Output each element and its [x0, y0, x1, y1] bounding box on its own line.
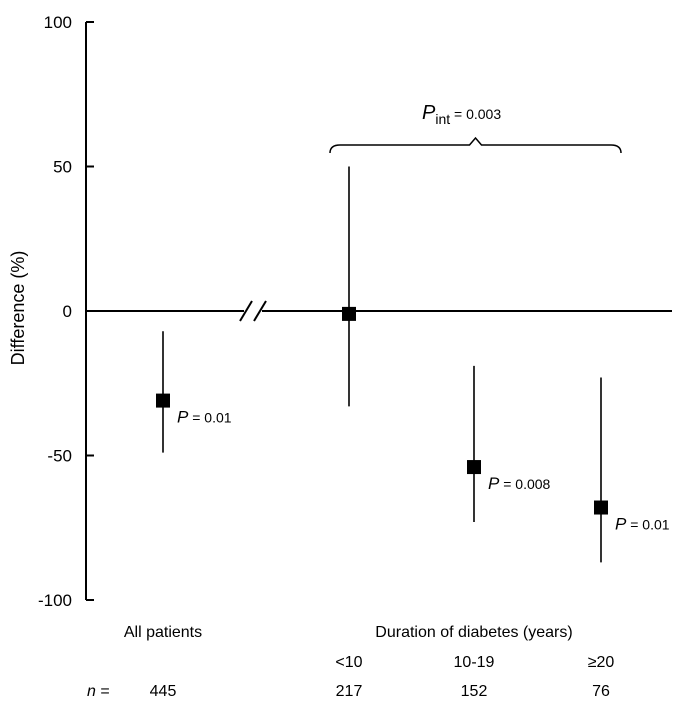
y-axis-label: Difference (%)	[8, 251, 28, 366]
p-value-label: P = 0.01	[615, 515, 670, 534]
interaction-p-text: Pint = 0.003	[422, 102, 501, 127]
axis-break-mark	[239, 300, 253, 322]
category-labels: All patients Duration of diabetes (years)…	[87, 624, 614, 700]
n-value-label: 76	[592, 683, 610, 700]
point-estimate	[467, 460, 481, 475]
interaction-bracket-line	[329, 136, 622, 154]
axes	[85, 22, 672, 600]
group-label: All patients	[124, 624, 202, 641]
data-points: P = 0.01 P = 0.008 P = 0.01	[156, 166, 670, 563]
n-value-label: 152	[461, 683, 488, 700]
point-estimate	[342, 306, 356, 321]
axis-break-mark	[253, 300, 267, 322]
y-tick-label: 100	[44, 13, 72, 32]
category-label: <10	[335, 654, 362, 671]
n-value-label: 445	[150, 683, 177, 700]
y-tick-label: -100	[38, 591, 72, 610]
point-estimate	[156, 393, 170, 408]
n-prefix-label: n =	[87, 683, 110, 700]
p-value-label: P = 0.01	[177, 408, 232, 427]
category-label: ≥20	[588, 654, 615, 671]
category-label: 10-19	[454, 654, 495, 671]
n-value-label: 217	[336, 683, 363, 700]
y-ticks: 100 50 0 -50 -100	[38, 13, 94, 610]
group-label: Duration of diabetes (years)	[375, 624, 572, 641]
p-value-label: P = 0.008	[488, 474, 551, 493]
y-tick-label: 50	[53, 158, 72, 177]
y-tick-label: -50	[47, 447, 72, 466]
point-estimate	[594, 500, 608, 515]
y-tick-label: 0	[63, 302, 72, 321]
interaction-bracket: Pint = 0.003	[329, 102, 622, 154]
